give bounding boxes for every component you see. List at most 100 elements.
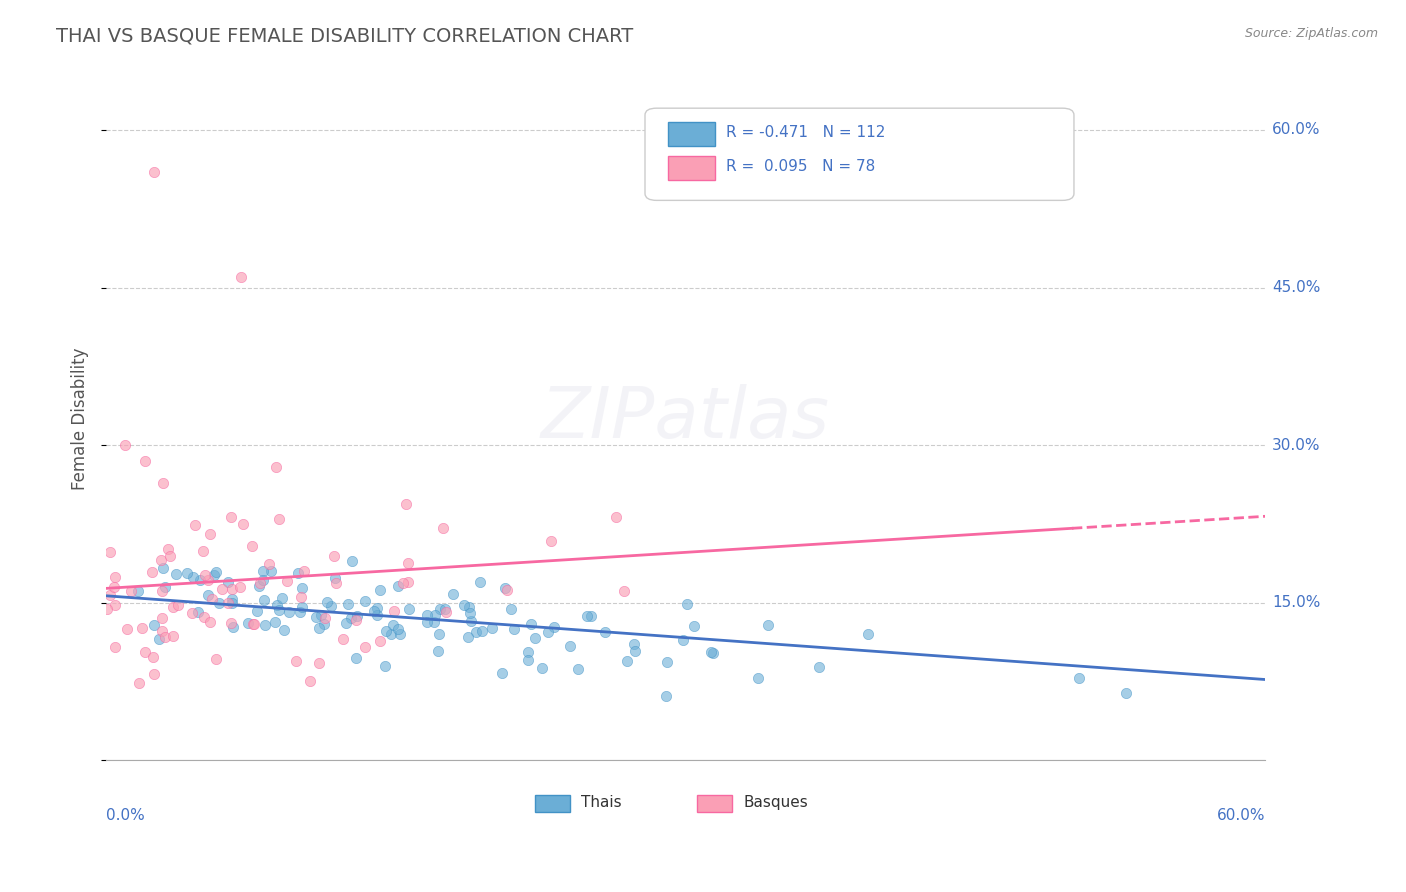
Point: [157, 541, 180, 556]
Point: [398, 602, 420, 616]
Point: [434, 605, 457, 619]
Point: [285, 655, 308, 669]
Point: [205, 652, 228, 666]
Point: [155, 630, 177, 644]
Point: [702, 646, 724, 660]
Point: [858, 626, 880, 640]
Point: [516, 653, 538, 667]
Point: [558, 639, 581, 653]
Point: [104, 570, 127, 584]
Point: [197, 588, 219, 602]
Point: [314, 616, 336, 631]
Point: [292, 564, 315, 578]
Text: R =  0.095   N = 78: R = 0.095 N = 78: [725, 159, 876, 174]
Point: [496, 582, 519, 597]
Text: Thais: Thais: [581, 796, 621, 810]
Point: [232, 516, 254, 531]
Point: [494, 581, 516, 595]
Point: [593, 624, 616, 639]
Point: [211, 582, 233, 596]
Point: [246, 605, 269, 619]
Point: [387, 579, 409, 593]
Point: [305, 610, 328, 624]
Point: [217, 575, 239, 590]
Point: [249, 575, 271, 590]
Point: [200, 615, 222, 630]
Point: [104, 640, 127, 654]
Point: [314, 610, 336, 624]
Point: [204, 565, 226, 579]
Point: [531, 661, 554, 675]
Point: [188, 574, 211, 588]
Point: [623, 637, 645, 651]
Point: [655, 655, 678, 669]
Point: [266, 459, 288, 474]
Point: [368, 583, 391, 598]
Point: [104, 599, 127, 613]
Point: [221, 616, 243, 631]
Point: [288, 605, 311, 619]
Point: [278, 605, 301, 619]
Point: [257, 557, 280, 571]
Point: [142, 649, 165, 664]
Point: [807, 659, 830, 673]
Point: [374, 659, 396, 673]
Point: [543, 620, 565, 634]
Text: 30.0%: 30.0%: [1272, 438, 1320, 452]
Point: [676, 597, 699, 611]
Point: [276, 574, 298, 588]
Point: [363, 604, 385, 618]
Text: 15.0%: 15.0%: [1272, 595, 1320, 610]
Text: 60.0%: 60.0%: [1216, 808, 1265, 823]
Point: [441, 587, 464, 601]
Point: [311, 607, 333, 622]
Point: [166, 567, 188, 582]
Point: [127, 583, 149, 598]
Point: [516, 644, 538, 658]
Point: [287, 566, 309, 581]
Bar: [534, 795, 569, 812]
Point: [344, 613, 367, 627]
Point: [120, 583, 142, 598]
Point: [321, 599, 343, 613]
Point: [98, 589, 121, 603]
Point: [315, 595, 337, 609]
Point: [273, 623, 295, 637]
Point: [683, 618, 706, 632]
Point: [655, 690, 678, 704]
Point: [197, 574, 219, 588]
Point: [453, 599, 475, 613]
Point: [354, 593, 377, 607]
Point: [231, 270, 253, 285]
Point: [747, 671, 769, 685]
Point: [167, 598, 190, 612]
FancyBboxPatch shape: [645, 108, 1074, 201]
Text: Basques: Basques: [744, 796, 808, 810]
Point: [381, 617, 404, 632]
Point: [537, 624, 560, 639]
Point: [143, 667, 166, 681]
Point: [252, 573, 274, 587]
Point: [267, 603, 290, 617]
Y-axis label: Female Disability: Female Disability: [72, 348, 89, 491]
Bar: [668, 122, 714, 145]
Point: [423, 615, 446, 629]
Point: [468, 574, 491, 589]
Point: [128, 676, 150, 690]
Point: [191, 544, 214, 558]
Point: [434, 602, 457, 616]
Point: [672, 633, 695, 648]
Point: [290, 590, 312, 604]
Point: [398, 556, 420, 570]
Point: [432, 521, 454, 535]
Point: [153, 580, 176, 594]
Point: [335, 615, 357, 630]
Point: [1067, 672, 1090, 686]
Point: [219, 510, 242, 524]
Point: [567, 662, 589, 676]
Point: [501, 602, 523, 616]
Point: [579, 609, 602, 624]
Point: [267, 512, 290, 526]
Point: [221, 591, 243, 606]
Point: [103, 580, 125, 594]
